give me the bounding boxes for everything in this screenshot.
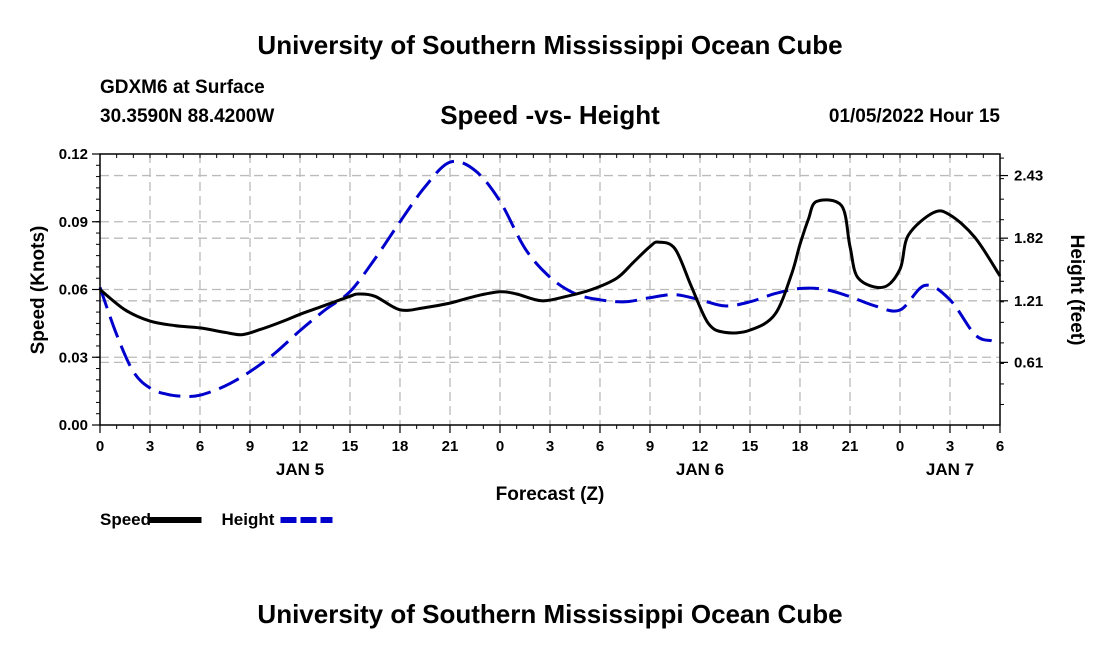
bottom-title: University of Southern Mississippi Ocean… <box>257 599 843 629</box>
x-tick-label: 3 <box>946 438 954 455</box>
coordinates-label: 30.3590N 88.4200W <box>100 106 275 127</box>
x-tick-label: 12 <box>692 438 709 455</box>
tick-layer: 0 3 6 9 12 15 18 21 0 3 6 9 12 15 18 21 0 3 6 0.00 0.03 0.06 0… <box>59 146 1043 479</box>
date-label: JAN 5 <box>276 460 324 479</box>
station-label: GDXM6 at Surface <box>100 77 265 98</box>
legend-label-height: Height <box>222 510 275 529</box>
y-right-tick-label: 2.43 <box>1014 168 1043 185</box>
y-axis-left-label: Speed (Knots) <box>28 226 49 355</box>
y-right-tick-label: 1.82 <box>1014 230 1043 247</box>
x-tick-label: 6 <box>596 438 604 455</box>
y-left-tick-label: 0.12 <box>59 146 88 163</box>
x-tick-label: 18 <box>392 438 409 455</box>
series-line-speed <box>99 198 1002 337</box>
legend-label-speed: Speed <box>100 510 151 529</box>
y-right-tick-label: 0.61 <box>1014 354 1043 371</box>
x-tick-label: 0 <box>96 438 104 455</box>
grid-lines <box>100 154 1000 425</box>
y-left-tick-label: 0.09 <box>59 214 88 231</box>
datetime-label: 01/05/2022 Hour 15 <box>828 106 1000 127</box>
x-tick-label: 21 <box>442 438 459 455</box>
y-axis-right-label: Height (feet) <box>1066 235 1087 346</box>
x-tick-label: 3 <box>546 438 554 455</box>
x-tick-label: 9 <box>646 438 654 455</box>
series-line-height <box>98 159 993 398</box>
x-tick-label: 0 <box>496 438 504 455</box>
x-tick-label: 15 <box>342 438 359 455</box>
x-axis-label: Forecast (Z) <box>496 484 605 505</box>
top-title: University of Southern Mississippi Ocean… <box>257 30 843 60</box>
x-tick-label: 21 <box>842 438 859 455</box>
x-tick-label: 9 <box>246 438 254 455</box>
legend: Speed Height <box>100 510 333 529</box>
x-tick-label: 3 <box>146 438 154 455</box>
x-tick-label: 0 <box>896 438 904 455</box>
x-tick-label: 15 <box>742 438 759 455</box>
series-layer <box>98 159 1002 398</box>
y-left-tick-label: 0.06 <box>59 282 88 299</box>
y-left-tick-label: 0.00 <box>59 417 88 434</box>
chart-subtitle: Speed -vs- Height <box>440 100 660 130</box>
x-tick-label: 6 <box>196 438 204 455</box>
date-label: JAN 6 <box>676 460 724 479</box>
x-tick-label: 18 <box>792 438 809 455</box>
x-tick-label: 12 <box>292 438 309 455</box>
date-label: JAN 7 <box>926 460 974 479</box>
y-right-tick-label: 1.21 <box>1014 293 1043 310</box>
x-tick-label: 6 <box>996 438 1004 455</box>
y-left-tick-label: 0.03 <box>59 349 88 366</box>
